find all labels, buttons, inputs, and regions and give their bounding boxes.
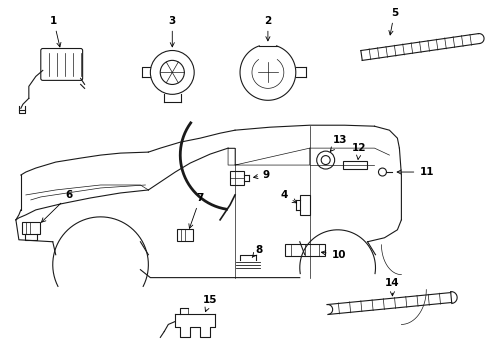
Text: 4: 4: [280, 190, 296, 203]
Bar: [177, 229, 193, 241]
Bar: [229, 171, 244, 185]
Text: 12: 12: [351, 143, 366, 159]
Bar: [22, 222, 40, 234]
Text: 1: 1: [50, 15, 61, 47]
Text: 15: 15: [203, 294, 217, 312]
Text: 9: 9: [253, 170, 269, 180]
Text: 10: 10: [321, 250, 346, 260]
Text: 14: 14: [385, 278, 399, 296]
Text: 11: 11: [396, 167, 433, 177]
Bar: [299, 195, 309, 215]
Text: 7: 7: [188, 193, 203, 228]
Text: 6: 6: [41, 190, 73, 222]
Text: 5: 5: [388, 8, 397, 35]
Text: 13: 13: [329, 135, 346, 152]
Text: 3: 3: [168, 15, 176, 47]
Text: 2: 2: [264, 15, 271, 41]
Bar: [285, 244, 324, 256]
Text: 8: 8: [252, 245, 262, 257]
Bar: [342, 161, 366, 169]
